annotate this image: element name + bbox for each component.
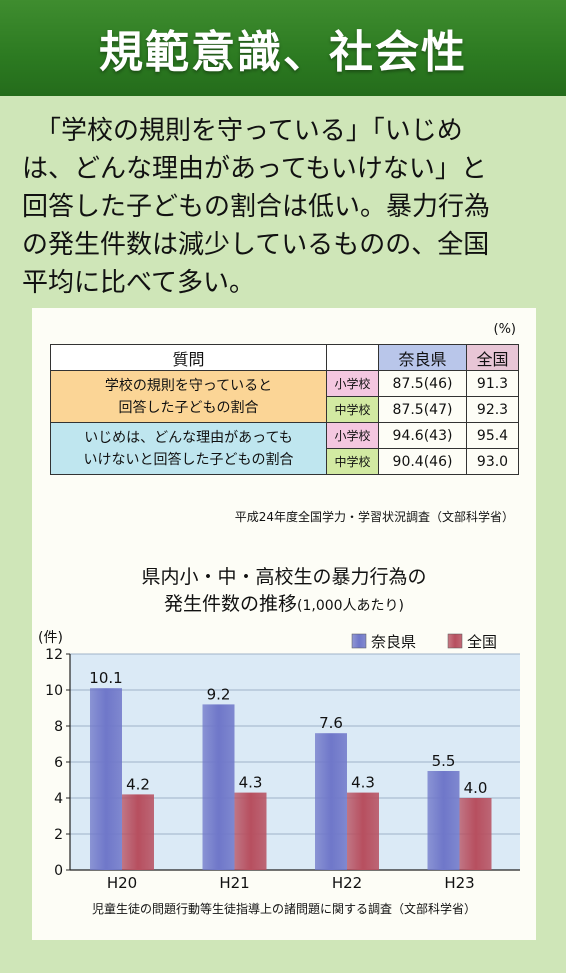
legend-swatch: [351, 633, 367, 649]
table-unit: (%): [493, 322, 517, 337]
nara-value: 90.4(46): [378, 448, 467, 475]
header-question: 質問: [50, 344, 327, 371]
x-tick-label: H23: [444, 874, 474, 892]
question-line: いじめは、どんな理由があっても: [84, 429, 293, 446]
bar: [427, 771, 460, 870]
bar: [315, 733, 347, 870]
bar-value-label: 9.2: [207, 685, 231, 703]
chart-source: 児童生徒の問題行動等生徒指導上の諸問題に関する調査（文部科学省）: [91, 902, 476, 916]
bar: [122, 794, 154, 870]
bar-value-label: 5.5: [432, 752, 456, 770]
bar: [202, 704, 235, 870]
chart-title-line: 県内小・中・高校生の暴力行為の: [141, 566, 427, 588]
intro-line: の発生件数は減少しているものの、全国: [22, 230, 490, 260]
header-banner: 規範意識、社会性: [0, 0, 566, 96]
intro-line: 平均に比べて多い。: [22, 268, 255, 298]
y-tick-label: 4: [54, 791, 63, 807]
legend-label: 奈良県: [371, 633, 416, 651]
y-tick-label: 12: [45, 647, 63, 663]
y-tick-label: 10: [45, 683, 63, 699]
bar-chart: 0 2 4 6 8 10 12(件) 奈良県 全国 10.1 4.2 H20 9.2 4.3 H21 7.6 4…: [38, 630, 520, 892]
legend-label: 全国: [467, 633, 497, 651]
header-national: 全国: [466, 344, 519, 371]
survey-table: 質問 奈良県 全国 学校の規則を守っていると 回答した子どもの割合 小学校 87…: [50, 344, 519, 475]
national-value: 91.3: [466, 370, 519, 397]
table-row: 学校の規則を守っていると 回答した子どもの割合 小学校 87.5(46) 91.…: [50, 370, 519, 423]
chart-title-line2: 発生件数の推移(1,000人あたり): [32, 591, 536, 620]
table-row: 中学校 87.5(47) 92.3: [51, 396, 519, 423]
level-cell: 中学校: [326, 448, 379, 475]
x-tick-label: H21: [219, 874, 249, 892]
y-tick-label: 0: [54, 863, 63, 879]
bar: [90, 688, 122, 870]
y-tick-label: 6: [54, 755, 63, 771]
table-row: いじめは、どんな理由があっても いけないと回答した子どもの割合 小学校 94.6…: [50, 422, 519, 475]
y-axis-label: (件): [38, 630, 63, 646]
bar-value-label: 4.3: [239, 774, 263, 792]
y-tick-label: 8: [54, 719, 63, 735]
x-tick-label: H22: [332, 874, 362, 892]
x-tick-label: H20: [107, 874, 137, 892]
question-line: 学校の規則を守っていると: [104, 377, 273, 394]
intro-line: 「学校の規則を守っている」「いじめ: [22, 116, 463, 146]
intro-line: は、どんな理由があってもいけない」と: [22, 154, 487, 184]
nara-value: 87.5(46): [378, 370, 467, 397]
chart-title: 県内小・中・高校生の暴力行為の 発生件数の推移(1,000人あたり): [32, 564, 536, 620]
legend-swatch: [447, 633, 463, 649]
question-line: 回答した子どもの割合: [118, 399, 259, 416]
national-value: 95.4: [466, 422, 519, 449]
question-cell: いじめは、どんな理由があっても いけないと回答した子どもの割合: [50, 422, 327, 475]
national-value: 92.3: [466, 396, 519, 423]
header-nara: 奈良県: [378, 344, 467, 371]
bar: [234, 792, 267, 870]
question-line: いけないと回答した子どもの割合: [83, 451, 294, 468]
page-title: 規範意識、社会性: [99, 27, 467, 78]
bar-value-label: 7.6: [319, 714, 343, 732]
level-cell: 小学校: [326, 370, 379, 397]
intro-text: 「学校の規則を守っている」「いじめ は、どんな理由があってもいけない」と 回答し…: [22, 112, 552, 302]
content-card: (%) 質問 奈良県 全国 学校の規則を守っていると 回答した子どもの割合 小学…: [32, 308, 536, 940]
bar: [347, 792, 379, 870]
question-cell: 学校の規則を守っていると 回答した子どもの割合: [50, 370, 327, 423]
bar-value-label: 4.3: [351, 774, 375, 792]
y-tick-label: 2: [54, 827, 63, 843]
intro-line: 回答した子どもの割合は低い。暴力行為: [22, 192, 491, 222]
bar-value-label: 10.1: [89, 669, 122, 687]
level-cell: 小学校: [326, 422, 379, 449]
nara-value: 94.6(43): [378, 422, 467, 449]
nara-value: 87.5(47): [378, 396, 467, 423]
bar-value-label: 4.0: [464, 779, 488, 797]
table-source: 平成24年度全国学力・学習状況調査（文部科学省）: [234, 510, 514, 524]
bar: [459, 798, 492, 870]
level-cell: 中学校: [326, 396, 379, 423]
chart-title-note: (1,000人あたり): [297, 598, 405, 614]
header-level: [326, 344, 379, 371]
table-header-row: 質問 奈良県 全国: [50, 344, 519, 371]
national-value: 93.0: [466, 448, 519, 475]
chart-title-text: 発生件数の推移: [163, 593, 297, 615]
bar-value-label: 4.2: [126, 775, 150, 793]
table-row: 中学校 90.4(46) 93.0: [51, 448, 519, 475]
